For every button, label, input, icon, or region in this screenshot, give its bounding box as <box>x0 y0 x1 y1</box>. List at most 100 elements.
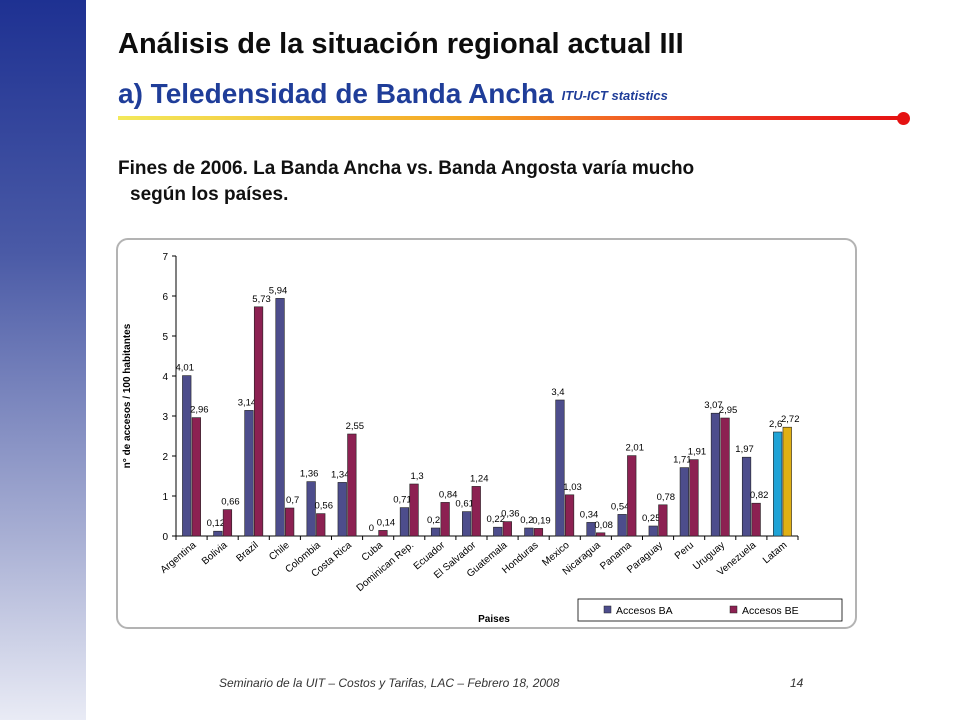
data-label: 1,03 <box>563 482 582 493</box>
category-label: Brazil <box>234 540 260 565</box>
data-label: 0,82 <box>750 490 769 501</box>
data-label: 0,36 <box>501 509 519 520</box>
data-label: 0,34 <box>580 509 599 520</box>
legend-label: Accesos BA <box>616 605 673 617</box>
body-line-1: Fines de 2006. La Banda Ancha vs. Banda … <box>118 158 695 179</box>
bar-be <box>596 532 606 537</box>
category-label: Peru <box>673 540 696 562</box>
y-tick-label: 5 <box>162 332 168 343</box>
data-label: 4,01 <box>176 363 195 374</box>
bar-be <box>564 494 575 537</box>
y-axis-label: n° de accesos / 100 habitantes <box>122 323 133 468</box>
subtitle-note: ITU-ICT statistics <box>561 88 668 104</box>
data-label: 5,94 <box>269 285 288 296</box>
data-label: 0,2 <box>520 515 533 526</box>
data-label: 0 <box>369 523 374 534</box>
data-label: 1,36 <box>300 469 319 480</box>
data-label: 0,08 <box>594 520 613 531</box>
data-label: 2,55 <box>346 421 365 432</box>
y-tick-label: 1 <box>162 492 168 503</box>
data-label: 0,56 <box>315 501 334 512</box>
bar-chart: 0 1 2 3 4 5 6 7 n° de accesos / 100 habitantes 4,… <box>122 252 843 625</box>
bar-ba <box>182 375 192 537</box>
bar-be <box>502 521 512 537</box>
category-label: Bolivia <box>200 540 230 568</box>
y-tick-label: 6 <box>162 292 168 303</box>
bar-ba <box>617 514 627 537</box>
data-label: 0,22 <box>487 514 506 525</box>
bar-be <box>658 504 668 537</box>
data-label: 0,78 <box>657 492 676 503</box>
bar-ba <box>337 482 347 537</box>
bar-be <box>533 528 544 537</box>
data-label: 0,71 <box>393 495 412 506</box>
bar-ba <box>244 410 254 537</box>
bar-be <box>191 417 201 537</box>
data-label: 0,54 <box>611 501 630 512</box>
data-label: 0,61 <box>455 499 474 510</box>
bar-be <box>409 483 419 537</box>
title-rule <box>118 116 902 120</box>
data-label: 3,4 <box>551 387 564 398</box>
bar-ba <box>555 399 565 537</box>
data-label: 1,97 <box>735 444 754 455</box>
slide-title: Análisis de la situación regional actual… <box>118 28 684 60</box>
bar-be <box>222 509 233 537</box>
y-tick-label: 2 <box>162 452 168 463</box>
rule-dot <box>897 112 910 125</box>
bar-be <box>440 502 450 537</box>
category-label: Latam <box>761 540 789 566</box>
page-number: 14 <box>790 676 804 690</box>
bar-ba <box>586 522 596 537</box>
chart-frame <box>116 238 857 629</box>
y-tick-label: 4 <box>162 372 168 383</box>
bar-ba <box>524 527 534 537</box>
legend-swatch <box>603 605 612 614</box>
data-label: 2,01 <box>626 443 645 454</box>
bar-be <box>471 486 481 537</box>
category-label: Chile <box>267 540 292 563</box>
bar-ba <box>213 530 223 537</box>
data-label: 2,72 <box>781 414 800 425</box>
data-label: 0,7 <box>286 495 299 506</box>
category-label: Dominican Rep. <box>355 540 417 594</box>
data-label: 0,12 <box>207 518 226 529</box>
body-line-2: según los países. <box>130 184 289 205</box>
bar-ba <box>493 526 503 537</box>
bar-be <box>253 306 264 537</box>
bar-be <box>316 513 326 537</box>
data-label: 1,24 <box>470 473 489 484</box>
data-label: 1,3 <box>410 471 423 482</box>
data-label: 0,84 <box>439 489 458 500</box>
legend-label: Accesos BE <box>742 605 799 617</box>
y-tick-label: 7 <box>162 252 168 263</box>
y-tick-label: 0 <box>162 532 168 543</box>
data-label: 1,71 <box>673 455 692 466</box>
data-label: 0,14 <box>377 517 396 528</box>
y-tick-label: 3 <box>162 412 168 423</box>
subtitle-text: a) Teledensidad de Banda Ancha <box>118 78 554 109</box>
category-label: Cuba <box>360 540 386 564</box>
bar-ba <box>679 467 689 537</box>
data-label: 3,07 <box>704 400 723 411</box>
bar-ba <box>306 481 316 537</box>
bar-be <box>627 455 637 537</box>
data-label: 0,25 <box>642 513 661 524</box>
bar-be <box>689 459 699 537</box>
data-label: 2,95 <box>719 405 738 416</box>
data-label: 0,66 <box>221 497 240 508</box>
bar-be <box>378 530 388 537</box>
side-band <box>0 0 86 720</box>
data-label: 0,2 <box>427 515 440 526</box>
bar-ba <box>741 456 752 537</box>
x-axis-label: Paises <box>478 614 510 625</box>
bar-ba <box>399 507 410 537</box>
bar-be <box>347 433 357 537</box>
data-label: 3,14 <box>238 397 257 408</box>
bar-be <box>285 507 295 537</box>
slide-subtitle: a) Teledensidad de Banda Ancha ITU-ICT st… <box>118 78 668 110</box>
body-text: Fines de 2006. La Banda Ancha vs. Banda … <box>118 156 878 208</box>
legend-swatch <box>729 605 738 614</box>
data-label: 0,19 <box>532 515 551 526</box>
bar-ba <box>710 412 721 537</box>
